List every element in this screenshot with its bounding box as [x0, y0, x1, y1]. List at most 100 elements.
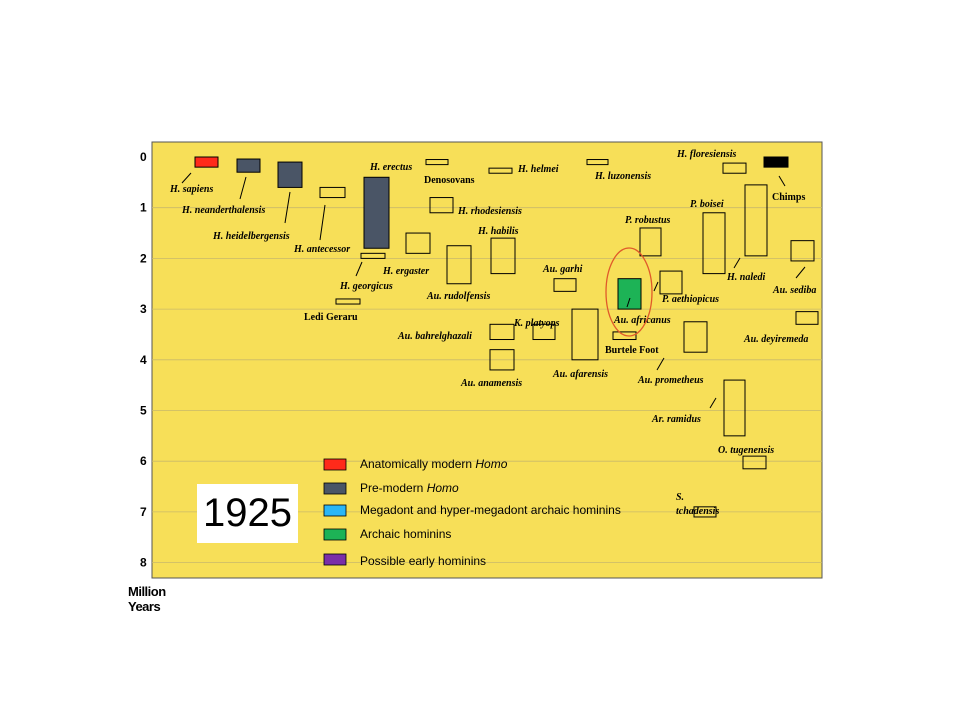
arrow: [355, 261, 363, 277]
range-bar-au-bahrelghazali: [489, 323, 515, 341]
label-au-rudolfensis: Au. rudolfensis: [426, 291, 490, 302]
range-bar-h-sapiens: [194, 156, 219, 168]
range-bar-au-afarensis: [571, 308, 599, 361]
arrow: [626, 297, 631, 308]
label-h-naledi: H. naledi: [726, 272, 766, 283]
range-bar-h-neanderthalensis: [236, 158, 261, 173]
legend: Anatomically modern Homo Pre-modern Homo…: [323, 457, 621, 568]
label-ledi-geraru: Ledi Geraru: [304, 312, 358, 323]
label-au-garhi: Au. garhi: [542, 264, 583, 275]
y-tick-label: 1: [140, 201, 147, 215]
range-bar-p-boisei: [702, 212, 726, 275]
label-denosovans: Denosovans: [424, 175, 475, 186]
legend-swatch-early: [323, 553, 347, 566]
arrow: [709, 397, 717, 409]
y-tick-label: 4: [140, 353, 147, 367]
legend-swatch-modern: [323, 458, 347, 471]
y-tick-label: 8: [140, 556, 147, 570]
label-p-robustus: P. robustus: [625, 215, 671, 226]
label-o-tugenensis: O. tugenensis: [718, 445, 774, 456]
label-s-tchadensis-line1: S.: [676, 492, 684, 503]
range-bar-s-tchadensis: [693, 506, 717, 518]
legend-label-premodern: Pre-modern Homo: [360, 481, 459, 495]
arrow: [653, 281, 659, 292]
label-chimps: Chimps: [772, 192, 805, 203]
legend-homo-italic: Homo: [475, 457, 507, 471]
y-tick-label: 3: [140, 302, 147, 316]
range-bar-h-erectus: [363, 176, 390, 249]
arrow: [181, 172, 192, 184]
label-h-helmei: H. helmei: [517, 164, 559, 175]
range-bar-au-deyiremeda: [795, 311, 819, 325]
range-bar-burtele-foot: [612, 331, 637, 341]
range-bar-h-helmei: [488, 167, 513, 174]
y-tick-label: 0: [140, 150, 147, 164]
species-labels: H. sapiens H. neanderthalensis H. heidel…: [169, 149, 816, 517]
range-bar-denosovans: [425, 159, 449, 166]
label-h-heidelbergensis: H. heidelbergensis: [212, 231, 290, 242]
range-bar-au-prometheus: [683, 321, 708, 353]
arrow: [319, 204, 326, 241]
au-africanus-highlight-circle: [605, 247, 653, 337]
range-bar-au-anamensis: [489, 349, 515, 371]
label-h-erectus: H. erectus: [369, 162, 412, 173]
label-au-anamensis: Au. anamensis: [460, 378, 522, 389]
range-bar-ar-ramidus: [723, 379, 746, 437]
label-k-platyops: K. platyops: [513, 318, 560, 329]
label-au-deyiremeda: Au. deyiremeda: [743, 334, 808, 345]
arrow: [656, 357, 665, 371]
species-ranges: [194, 156, 819, 518]
range-bar-h-rhodesiensis: [429, 197, 454, 214]
year-label: 1925: [197, 484, 298, 543]
label-au-prometheus: Au. prometheus: [637, 375, 704, 386]
legend-swatch-archaic: [323, 528, 347, 541]
range-bar-chimps: [763, 156, 789, 168]
y-tick-label: 5: [140, 404, 147, 418]
range-bar-h-antecessor: [319, 186, 346, 199]
legend-label-early: Possible early hominins: [360, 554, 486, 568]
range-bar-p-aethiopicus: [659, 270, 683, 295]
label-au-sediba: Au. sediba: [772, 285, 816, 296]
label-burtele-foot: Burtele Foot: [605, 345, 659, 356]
y-tick-label: 7: [140, 505, 147, 519]
range-bar-au-garhi: [553, 278, 577, 292]
arrow: [795, 266, 806, 279]
range-bar-h-floresiensis: [722, 162, 747, 174]
range-bar-h-heidelbergensis: [277, 161, 303, 188]
range-bar-ledi-geraru: [335, 298, 361, 305]
range-bar-h-georgicus: [360, 252, 386, 259]
range-bar-au-sediba: [790, 240, 815, 262]
legend-label-archaic: Archaic hominins: [360, 527, 451, 541]
legend-label-megadont: Megadont and hyper-megadont archaic homi…: [360, 503, 621, 517]
label-h-antecessor: H. antecessor: [293, 244, 350, 255]
label-p-boisei: P. boisei: [690, 199, 724, 210]
range-bar-h-ergaster: [405, 232, 431, 254]
label-h-sapiens: H. sapiens: [169, 184, 213, 195]
arrow: [778, 175, 786, 187]
label-h-neanderthalensis: H. neanderthalensis: [181, 205, 265, 216]
label-p-aethiopicus: P. aethiopicus: [662, 294, 719, 305]
label-h-ergaster: H. ergaster: [382, 266, 429, 277]
range-bar-o-tugenensis: [742, 455, 767, 470]
label-h-rhodesiensis: H. rhodesiensis: [457, 206, 522, 217]
label-au-bahrelghazali: Au. bahrelghazali: [397, 331, 472, 342]
label-au-africanus: Au. africanus: [613, 315, 671, 326]
label-h-luzonensis: H. luzonensis: [594, 171, 651, 182]
gridlines: [152, 207, 822, 563]
y-axis-label: Million Years: [128, 584, 166, 614]
range-bar-h-naledi: [744, 184, 768, 257]
label-s-tchadensis-line2: tchadensis: [676, 506, 719, 517]
label-s-tchadensis: S. tchadensis: [676, 492, 719, 517]
y-tick-label: 6: [140, 454, 147, 468]
arrow: [239, 176, 247, 200]
label-h-floresiensis: H. floresiensis: [676, 149, 737, 160]
arrow: [284, 191, 291, 224]
range-bar-au-africanus: [617, 278, 642, 310]
pointer-arrows: [181, 172, 806, 409]
legend-homo-italic: Homo: [427, 481, 459, 495]
range-bar-p-robustus: [639, 227, 662, 257]
range-bar-h-habilis: [490, 237, 516, 275]
legend-label-modern: Anatomically modern Homo: [360, 457, 508, 471]
legend-swatch-megadont: [323, 504, 347, 517]
range-bar-k-platyops: [532, 323, 556, 341]
